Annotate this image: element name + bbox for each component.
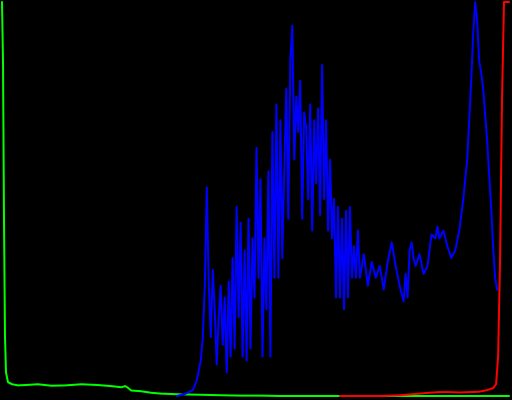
histogram-series-line-2	[176, 1, 499, 397]
histogram-series-line-3	[339, 1, 510, 397]
